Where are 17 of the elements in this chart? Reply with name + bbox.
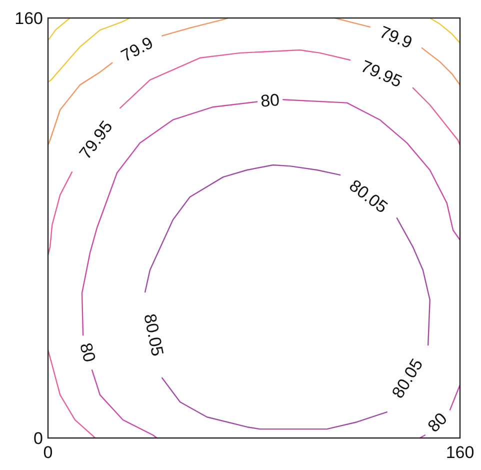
annotation: 79.95	[358, 56, 405, 92]
line-series	[421, 47, 461, 86]
line-series	[161, 377, 388, 430]
line-series	[47, 171, 73, 256]
annotation: 80.05	[140, 312, 168, 358]
line-series	[282, 99, 461, 241]
annotation: 80	[76, 341, 100, 364]
line-series	[412, 87, 461, 146]
annotation: 80	[424, 409, 451, 436]
annotation: 79.9	[376, 22, 415, 52]
line-series	[91, 369, 158, 439]
line-series	[144, 164, 341, 293]
annotation: 79.9	[118, 33, 156, 66]
annotation: 80	[260, 90, 280, 111]
line-series	[161, 17, 229, 36]
line-series	[429, 17, 461, 44]
line-series	[396, 217, 430, 346]
